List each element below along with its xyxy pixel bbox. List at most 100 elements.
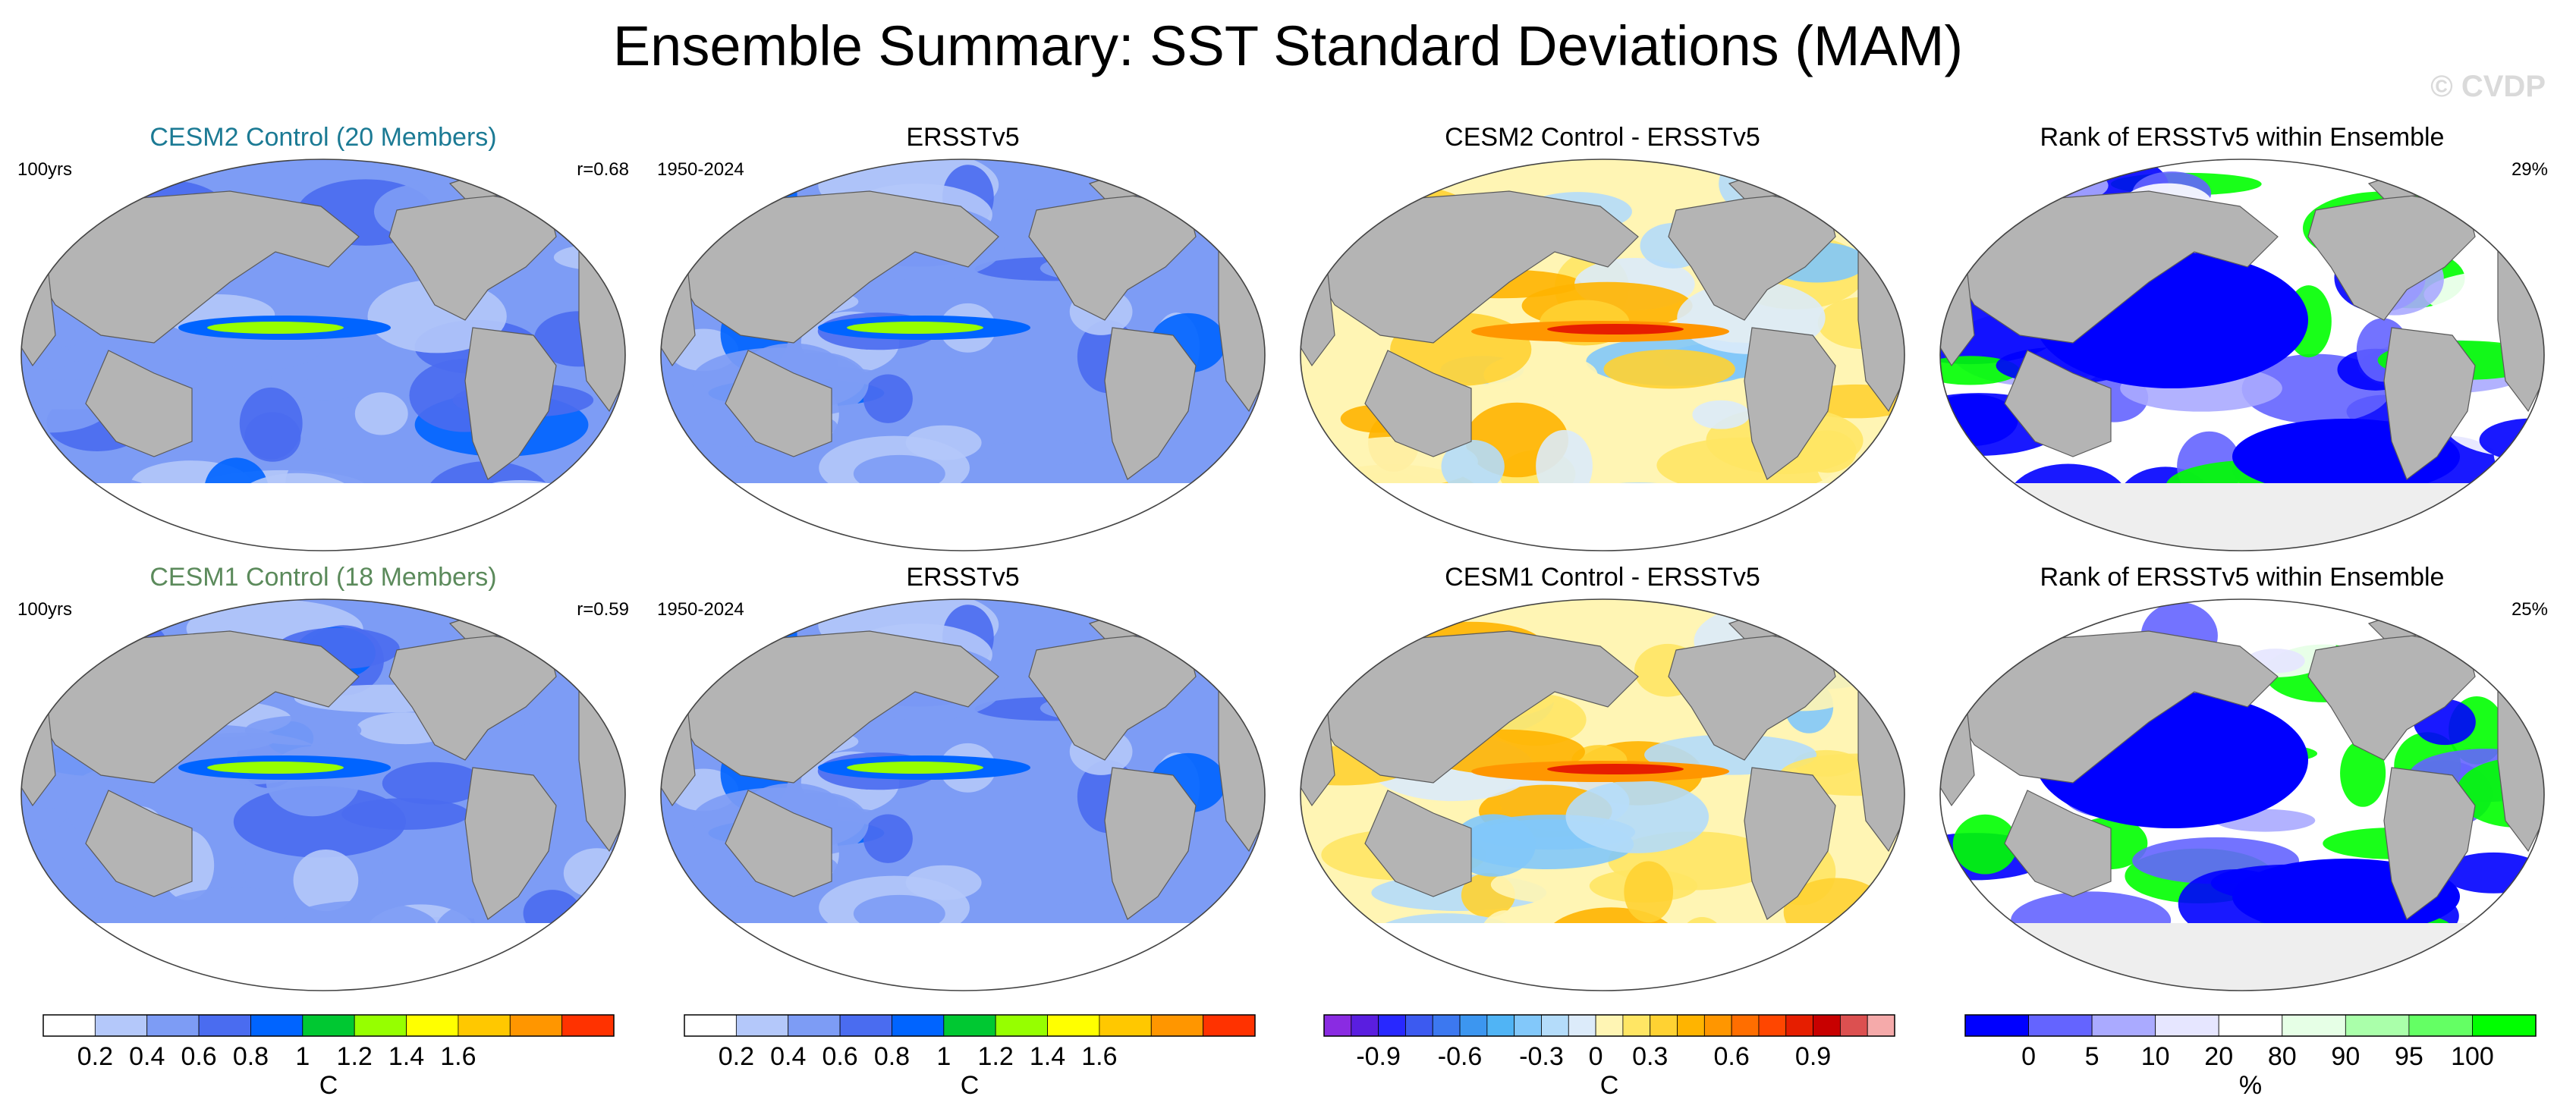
land-mass xyxy=(1951,630,2279,784)
colorbar-swatch xyxy=(2408,1014,2473,1037)
colorbar-swatch xyxy=(735,1014,789,1037)
land-mass xyxy=(1364,350,1472,457)
colorbar-tick-label: 1 xyxy=(295,1042,310,1071)
colorbar-swatch xyxy=(2472,1014,2537,1037)
panel-cesm2-control-sd: CESM2 Control (20 Members) 100yrs r=0.68 xyxy=(2,123,644,563)
colorbar-swatch xyxy=(1541,1014,1569,1037)
land-mass xyxy=(1104,327,1197,480)
land-mass xyxy=(85,350,193,457)
land-mass xyxy=(725,790,832,897)
colorbar-swatch xyxy=(1758,1014,1787,1037)
colorbar-outline xyxy=(1323,1014,1895,1037)
field-blob xyxy=(663,947,731,979)
colorbar-tick-label: 0.6 xyxy=(822,1042,858,1071)
land-mass xyxy=(2367,168,2454,199)
field-blob xyxy=(244,412,301,462)
panel-cesm1-minus-ersstv5: CESM1 Control - ERSSTv5 xyxy=(1282,563,1923,1003)
panel-title: CESM1 Control - ERSSTv5 xyxy=(1445,563,1760,592)
colorbar-tick-label: 1.2 xyxy=(336,1042,373,1071)
field-blob xyxy=(980,880,1109,906)
land-mass xyxy=(1311,630,1639,784)
colorbar-swatch xyxy=(839,1014,892,1037)
rank-map xyxy=(1939,159,2545,551)
period-label: 100yrs xyxy=(17,159,73,180)
figure-title: Ensemble Summary: SST Standard Deviation… xyxy=(612,14,1964,77)
field-blob xyxy=(1146,941,1265,991)
map-border xyxy=(1300,159,1905,551)
map-field xyxy=(661,599,1265,991)
field-blob xyxy=(288,378,363,400)
colorbar-tick-label: 1.2 xyxy=(977,1042,1014,1071)
colorbar-tick-label: 0 xyxy=(2021,1042,2037,1071)
panel-title: Rank of ERSSTv5 within Ensemble xyxy=(2040,563,2445,592)
colorbar-swatch xyxy=(1703,1014,1732,1037)
colorbar-swatch xyxy=(1323,1014,1352,1037)
equatorial-core xyxy=(207,322,344,334)
field-blob xyxy=(382,762,485,805)
colorbar-swatch xyxy=(1459,1014,1488,1037)
colorbar-tick-label: 20 xyxy=(2204,1042,2234,1071)
colorbar-swatch xyxy=(1405,1014,1433,1037)
colorbar-tick-label: -0.3 xyxy=(1519,1042,1564,1071)
colorbar-tick-label: 1.4 xyxy=(388,1042,425,1071)
period-label: 1950-2024 xyxy=(657,599,744,620)
colorbar-swatches xyxy=(42,1014,615,1037)
field-blob xyxy=(1441,439,1505,493)
colorbar-swatch xyxy=(250,1014,304,1037)
panel-title: CESM2 Control (20 Members) xyxy=(149,123,497,152)
colorbar-swatch xyxy=(1731,1014,1760,1037)
field-blob xyxy=(853,454,945,493)
colorbar-swatch xyxy=(1568,1014,1596,1037)
sst-sd-map xyxy=(20,598,626,991)
land-mass xyxy=(2004,350,2112,457)
colorbar-tick-label: 95 xyxy=(2394,1042,2423,1071)
field-blob xyxy=(663,507,731,539)
land-mass xyxy=(2383,767,2476,920)
panel-title: ERSSTv5 xyxy=(906,123,1020,152)
colorbar-tick-label: 0 xyxy=(1588,1042,1603,1071)
field-blob xyxy=(980,440,1109,466)
map-border xyxy=(20,598,626,991)
colorbar-swatch xyxy=(1203,1014,1256,1037)
colorbar-outline xyxy=(42,1014,615,1037)
panel-rank-cesm1: Rank of ERSSTv5 within Ensemble 25% xyxy=(1921,563,2563,1003)
colorbar-unit: C xyxy=(960,1071,980,1100)
land-mass xyxy=(464,767,557,920)
map-border xyxy=(20,159,626,551)
colorbar-unit: C xyxy=(1599,1071,1619,1100)
land-mass xyxy=(1728,608,1814,639)
map-field xyxy=(1301,599,1904,991)
colorbar-swatch xyxy=(1432,1014,1461,1037)
field-blob xyxy=(341,798,470,831)
land-mass xyxy=(1364,790,1472,897)
panel-title: CESM1 Control (18 Members) xyxy=(149,563,497,592)
map-field xyxy=(661,159,1265,551)
colorbar-swatch xyxy=(2155,1014,2219,1037)
sst-difference-map xyxy=(1300,159,1905,551)
panel-title: Rank of ERSSTv5 within Ensemble xyxy=(2040,123,2445,152)
colorbar-tick-label: 90 xyxy=(2331,1042,2361,1071)
colorbar-tick-label: 0.6 xyxy=(1713,1042,1750,1071)
period-label: 100yrs xyxy=(17,599,73,620)
land-mass xyxy=(32,630,360,784)
field-blob xyxy=(1836,611,1904,647)
rank-percent-label: 29% xyxy=(2511,159,2548,180)
map-border xyxy=(1300,598,1905,991)
colorbar-swatch xyxy=(684,1014,737,1037)
land-mass xyxy=(2367,608,2454,639)
colorbar-tick-label: -0.9 xyxy=(1356,1042,1401,1071)
colorbar-swatch xyxy=(1964,1014,2029,1037)
panel-ersstv5-sd-top: ERSSTv5 1950-2024 xyxy=(642,123,1284,563)
field-blob xyxy=(1969,183,2053,210)
field-blob xyxy=(1490,865,1631,904)
panel-ersstv5-sd-bottom: ERSSTv5 1950-2024 xyxy=(642,563,1284,1003)
colorbar-swatch xyxy=(1785,1014,1813,1037)
colorbar-tick-label: 0.4 xyxy=(770,1042,807,1071)
colorbar-unit: C xyxy=(319,1071,338,1100)
land-mass xyxy=(1104,767,1197,920)
colorbar-swatch xyxy=(1650,1014,1678,1037)
field-blob xyxy=(1940,356,2020,385)
field-blob xyxy=(1184,181,1257,230)
colorbar-tick-label: 80 xyxy=(2267,1042,2297,1071)
colorbar-swatch xyxy=(2091,1014,2156,1037)
